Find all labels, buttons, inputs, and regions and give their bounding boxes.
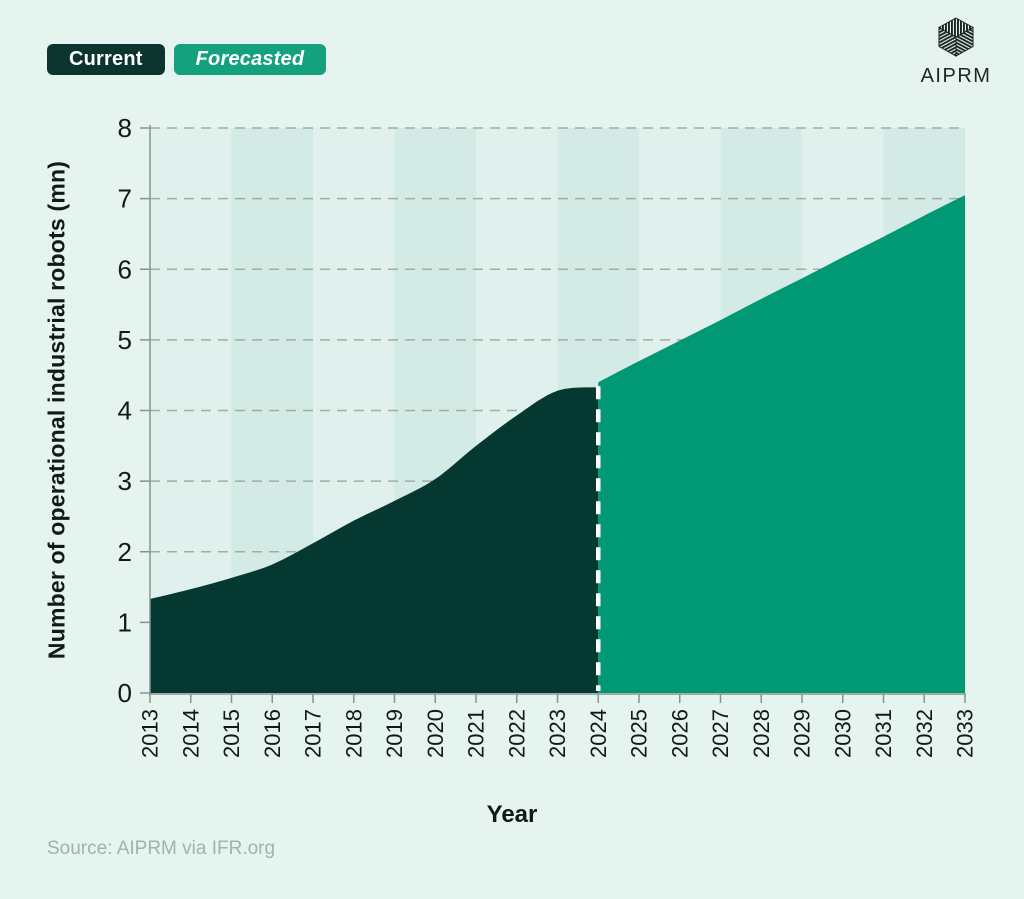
y-tick-label: 3 [118, 466, 132, 496]
x-tick-label: 2027 [708, 709, 733, 758]
y-tick-label: 7 [118, 184, 132, 214]
x-tick-label: 2026 [667, 709, 692, 758]
y-tick-label: 6 [118, 254, 132, 284]
x-tick-label: 2031 [871, 709, 896, 758]
x-tick-label: 2014 [178, 709, 203, 758]
x-tick-label: 2033 [953, 709, 978, 758]
y-tick-label: 8 [118, 113, 132, 143]
x-tick-label: 2013 [138, 709, 163, 758]
aiprm-brand: AIPRM [906, 16, 1006, 88]
x-tick-label: 2028 [749, 709, 774, 758]
forecasted-area [598, 195, 965, 693]
x-tick-label: 2030 [830, 709, 855, 758]
x-axis-title: Year [486, 801, 538, 828]
y-tick-label: 2 [118, 537, 132, 567]
y-tick-label: 5 [118, 325, 132, 355]
x-tick-label: 2032 [912, 709, 937, 758]
x-tick-label: 2024 [586, 709, 611, 758]
x-tick-label: 2021 [464, 709, 489, 758]
legend-item-current: Current [47, 44, 165, 75]
x-tick-label: 2017 [301, 709, 326, 758]
x-tick-label: 2020 [423, 709, 448, 758]
x-tick-label: 2025 [627, 709, 652, 758]
current-area [150, 387, 599, 693]
y-tick-label: 0 [118, 678, 132, 708]
aiprm-logo-text: AIPRM [920, 65, 992, 87]
legend-item-forecasted: Forecasted [173, 44, 327, 75]
x-tick-label: 2016 [260, 709, 285, 758]
x-tick-label: 2023 [545, 709, 570, 758]
y-tick-label: 4 [118, 396, 132, 426]
y-tick-label: 1 [118, 607, 132, 637]
x-tick-label: 2015 [219, 709, 244, 758]
chart-legend: Current Forecasted [47, 44, 327, 75]
source-attribution: Source: AIPRM via IFR.org [47, 838, 276, 859]
x-tick-label: 2022 [504, 709, 529, 758]
aiprm-logo-icon [937, 17, 975, 57]
x-tick-label: 2029 [790, 709, 815, 758]
x-tick-label: 2018 [341, 709, 366, 758]
x-tick-label: 2019 [382, 709, 407, 758]
